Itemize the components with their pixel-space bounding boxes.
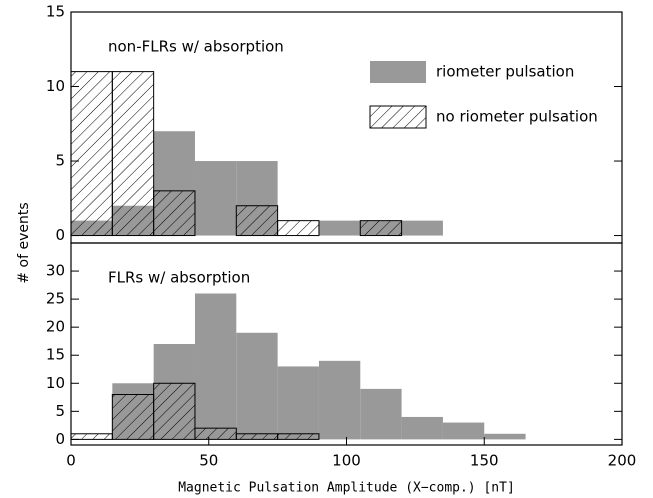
hatched-bar bbox=[235, 433, 279, 440]
y-tick-label: 10 bbox=[46, 77, 65, 95]
bar bbox=[318, 220, 361, 236]
bar bbox=[401, 416, 443, 440]
y-tick-label: 5 bbox=[55, 152, 65, 170]
x-tick-label: 200 bbox=[608, 452, 637, 470]
hatched-bar bbox=[111, 394, 155, 440]
bar bbox=[194, 161, 237, 236]
bar bbox=[484, 433, 526, 440]
y-tick-label: 0 bbox=[55, 226, 65, 244]
hatched-bar bbox=[277, 433, 320, 440]
hatched-bar bbox=[153, 190, 196, 237]
y-tick-label: 10 bbox=[46, 374, 65, 392]
hatched-bar bbox=[235, 205, 279, 237]
y-axis-label: # of events bbox=[16, 202, 32, 283]
bar bbox=[401, 220, 443, 236]
y-tick-label: 25 bbox=[46, 290, 65, 308]
y-tick-label: 15 bbox=[46, 3, 65, 21]
hatched-bar bbox=[70, 433, 113, 440]
hatched-bar bbox=[111, 71, 155, 237]
bar bbox=[236, 332, 278, 440]
hatched-bar bbox=[277, 220, 320, 237]
x-tick-label: 150 bbox=[470, 452, 499, 470]
x-tick-label: 0 bbox=[66, 452, 76, 470]
y-tick-label: 30 bbox=[46, 262, 65, 280]
hatched-bar bbox=[194, 427, 237, 440]
legend-label: no riometer pulsation bbox=[436, 108, 598, 126]
bar bbox=[360, 388, 402, 440]
y-tick-label: 5 bbox=[55, 402, 65, 420]
bar bbox=[194, 293, 237, 440]
x-tick-label: 50 bbox=[199, 452, 218, 470]
annotation: non-FLRs w/ absorption bbox=[108, 38, 284, 56]
hatched-bar bbox=[153, 382, 196, 440]
annotation: FLRs w/ absorption bbox=[108, 269, 250, 287]
hatched-bar bbox=[70, 71, 113, 237]
bar bbox=[318, 360, 361, 440]
legend-swatch bbox=[370, 61, 426, 83]
y-tick-label: 0 bbox=[55, 430, 65, 448]
y-tick-label: 15 bbox=[46, 346, 65, 364]
legend-label: riometer pulsation bbox=[436, 63, 574, 81]
y-tick-label: 20 bbox=[46, 318, 65, 336]
hatched-bar bbox=[359, 220, 403, 237]
x-axis-label: Magnetic Pulsation Amplitude (X−comp.) [… bbox=[178, 481, 515, 496]
bar bbox=[442, 422, 485, 440]
bar bbox=[277, 366, 319, 440]
x-tick-label: 100 bbox=[332, 452, 361, 470]
legend-swatch bbox=[369, 105, 427, 129]
